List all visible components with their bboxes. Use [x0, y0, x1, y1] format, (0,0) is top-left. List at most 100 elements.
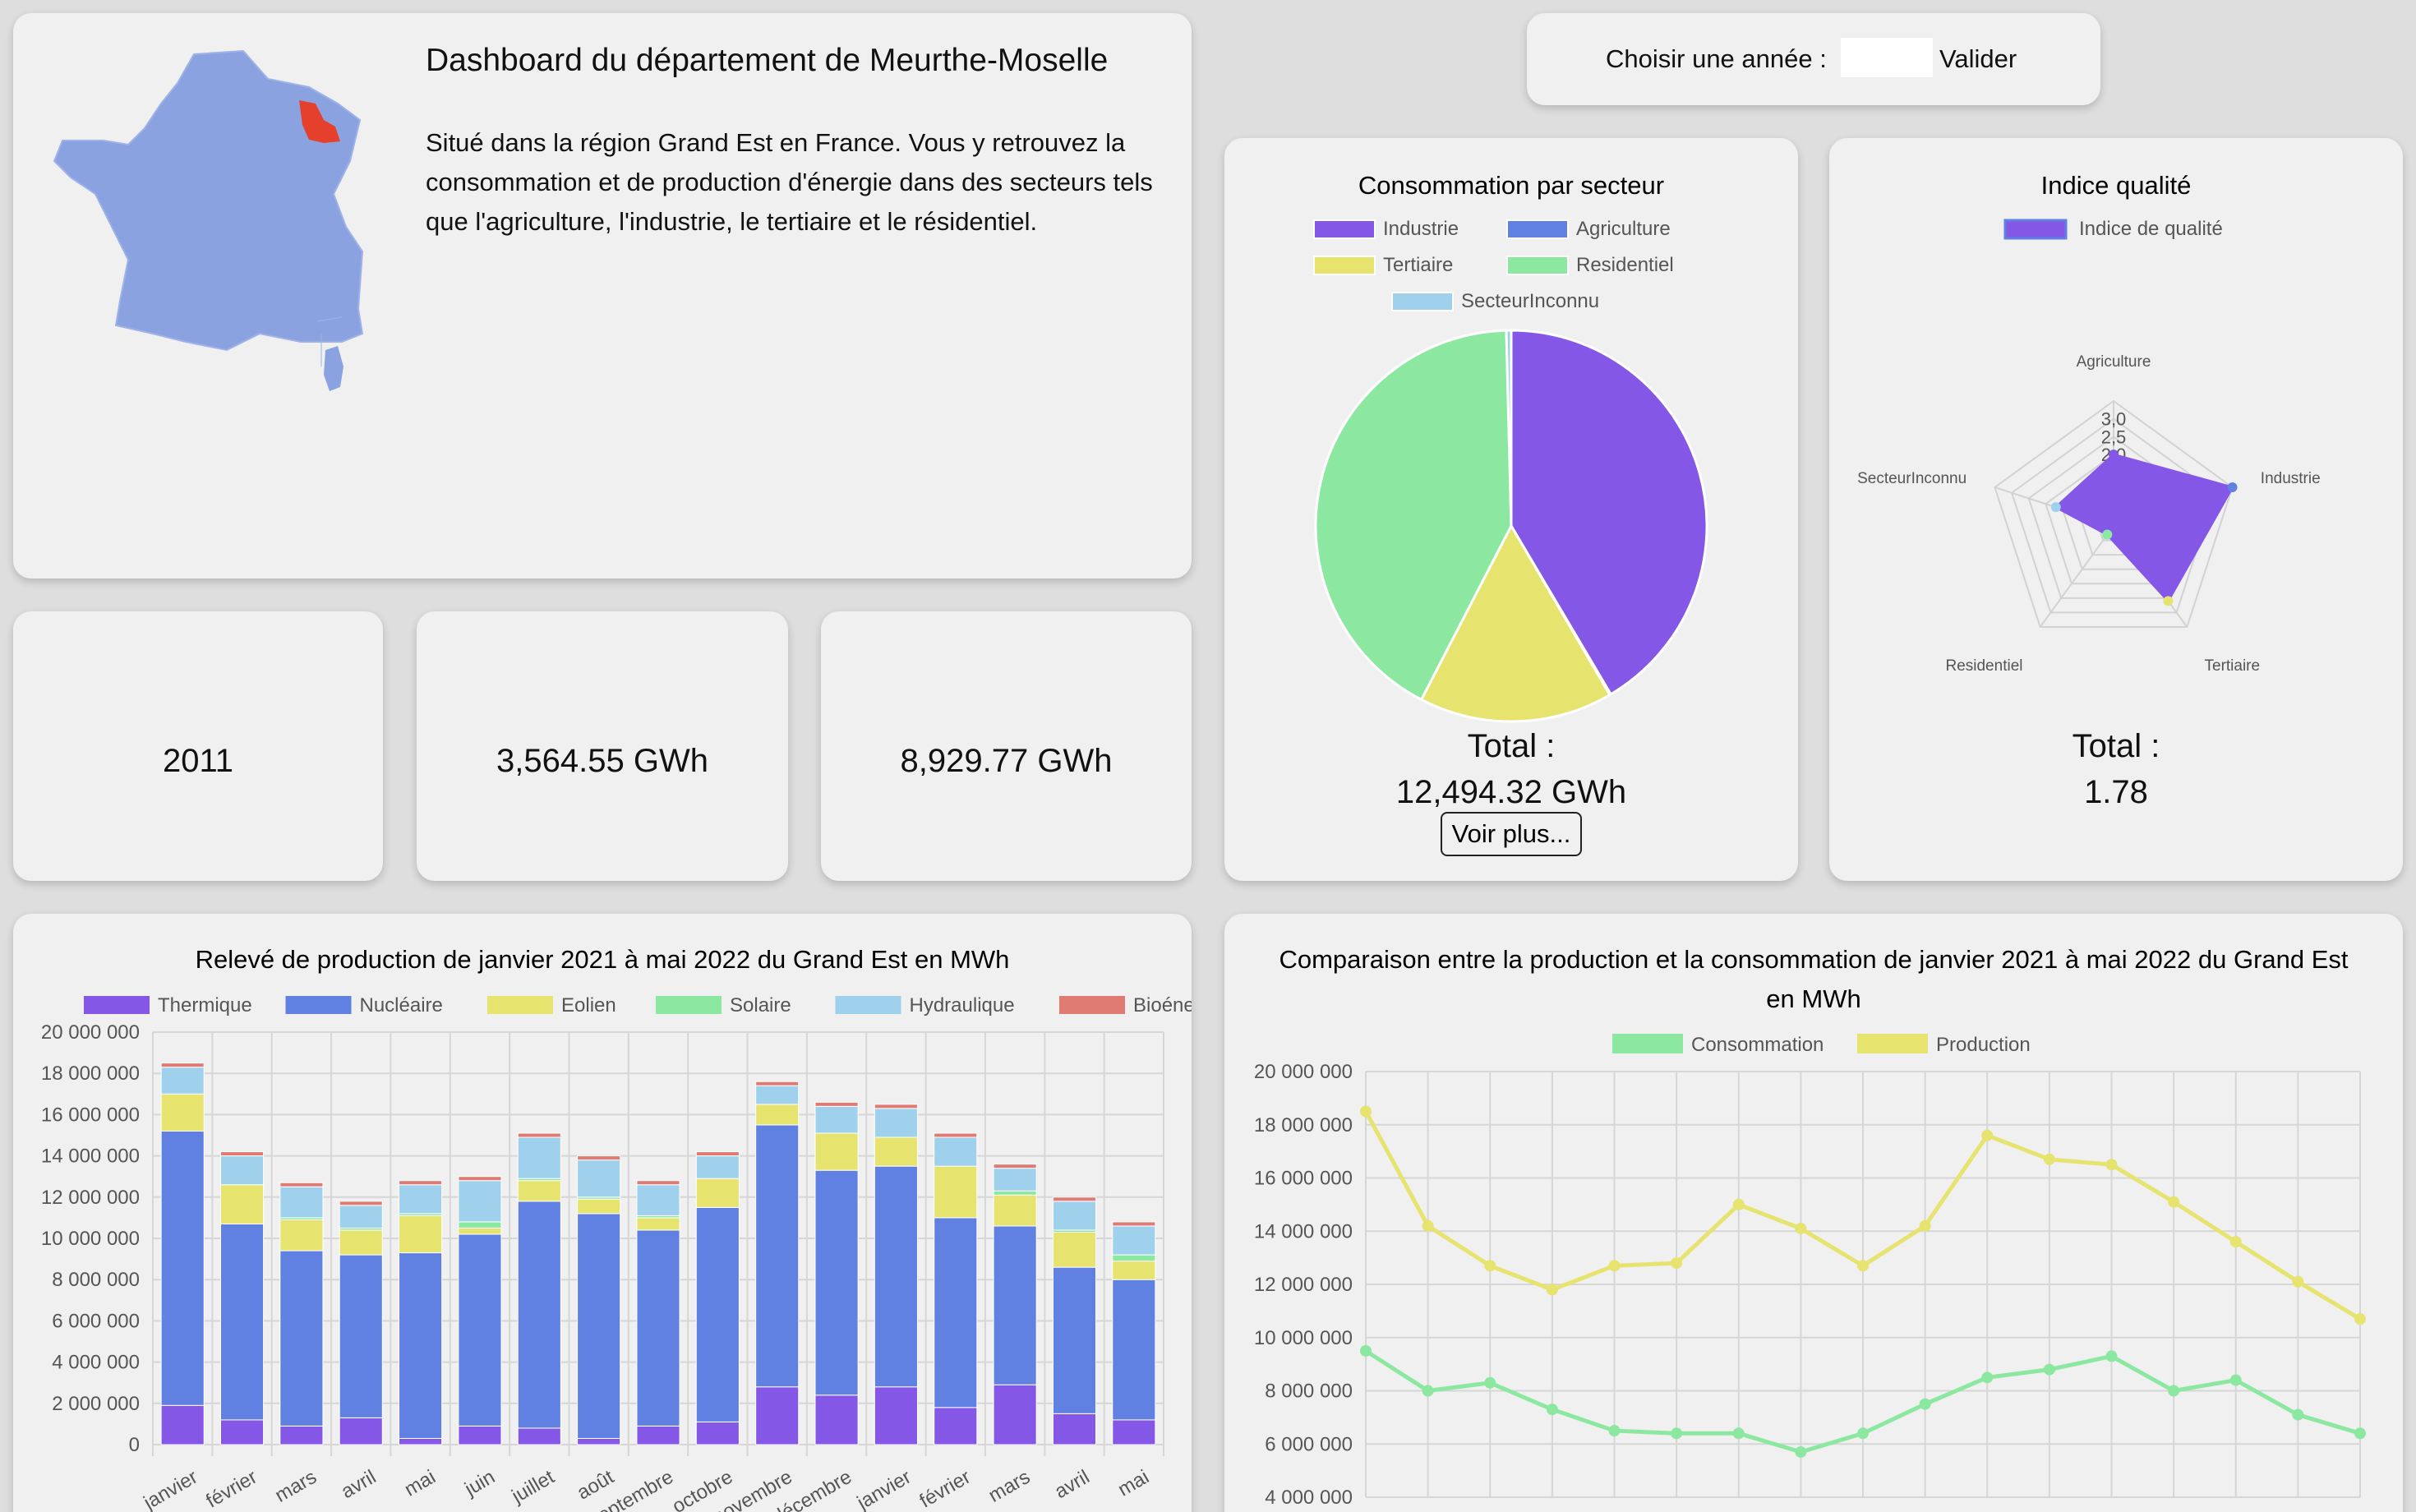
quality-radar-chart: Indice qualité Indice de qualité Agricultu…	[1857, 171, 2321, 675]
bar-segment-nucléaire	[874, 1165, 918, 1388]
year-input[interactable]	[1841, 38, 1933, 77]
bar-segment-bioénergies	[339, 1201, 383, 1206]
bar-y-tick-label: 16 000 000	[41, 1104, 140, 1126]
line-y-tick-label: 4 000 000	[1265, 1487, 1353, 1509]
radar-tick-label: 2,5	[2101, 426, 2127, 447]
line-point-consommation	[1608, 1425, 1621, 1437]
bar-x-tick-label: juillet	[508, 1466, 559, 1508]
corsica-shape	[324, 346, 343, 391]
bar-segment-eolien	[279, 1219, 324, 1252]
bar-segment-nucléaire	[219, 1223, 265, 1421]
bar-segment-eolien	[399, 1215, 443, 1254]
pie-slice-tertiaire	[1419, 523, 1611, 723]
bar-segment-hydraulique	[934, 1136, 978, 1167]
line-point-production	[1732, 1198, 1745, 1210]
bar-segment-bioénergies	[934, 1132, 978, 1138]
radar-spoke	[2039, 525, 2114, 628]
bar-segment-bioénergies	[636, 1180, 680, 1186]
line-point-consommation	[1422, 1385, 1434, 1397]
line-y-tick-label: 14 000 000	[1254, 1220, 1353, 1242]
bar-segment-thermique	[695, 1421, 740, 1445]
bar-segment-thermique	[993, 1384, 1037, 1445]
line-y-tick-label: 8 000 000	[1265, 1381, 1353, 1403]
bar-segment-hydraulique	[577, 1159, 621, 1198]
bar-segment-thermique	[755, 1386, 800, 1445]
radar-point	[2102, 529, 2113, 540]
bar-legend-label: Bioénergies	[1133, 994, 1192, 1016]
bar-segment-nucléaire	[517, 1201, 561, 1429]
bar-segment-thermique	[577, 1437, 621, 1445]
line-point-consommation	[1732, 1427, 1745, 1440]
line-point-production	[1981, 1129, 1994, 1141]
bar-y-tick-label: 0	[129, 1434, 140, 1456]
bar-x-tick-label: avril	[1051, 1466, 1094, 1503]
line-point-production	[2043, 1153, 2055, 1165]
consumption-total-label: Total :	[1467, 728, 1556, 764]
bar-segment-eolien	[1112, 1261, 1156, 1280]
comparison-line-chart: Comparaison entre la production et la co…	[1254, 945, 2366, 1509]
bar-segment-nucléaire	[636, 1229, 680, 1427]
bar-segment-bioénergies	[993, 1164, 1037, 1169]
bar-segment-nucléaire	[160, 1130, 205, 1406]
bar-segment-thermique	[814, 1394, 859, 1445]
line-point-consommation	[1484, 1376, 1496, 1389]
line-point-consommation	[1360, 1344, 1372, 1357]
bar-segment-nucléaire	[279, 1250, 324, 1427]
line-legend-swatch	[1857, 1034, 1928, 1053]
bar-segment-eolien	[695, 1178, 740, 1208]
pie-legend-swatch	[1391, 292, 1454, 311]
bar-segment-thermique	[160, 1404, 205, 1445]
line-title-line2: en MWh	[1766, 984, 1860, 1013]
france-map-shape	[53, 49, 364, 352]
bar-y-tick-label: 4 000 000	[52, 1352, 140, 1374]
bar-x-tick-label: janvier	[853, 1466, 915, 1512]
bar-segment-nucléaire	[458, 1233, 502, 1427]
bar-y-tick-label: 18 000 000	[41, 1063, 140, 1085]
bar-segment-hydraulique	[1112, 1225, 1156, 1256]
line-legend-label: Production	[1936, 1034, 2031, 1056]
radar-legend-swatch	[2003, 219, 2068, 240]
bar-segment-bioénergies	[458, 1176, 502, 1182]
line-point-production	[2105, 1159, 2118, 1171]
line-point-consommation	[1857, 1427, 1869, 1440]
line-y-tick-label: 10 000 000	[1254, 1327, 1353, 1349]
line-point-production	[1857, 1260, 1869, 1272]
see-more-button[interactable]: Voir plus...	[1441, 812, 1582, 856]
line-legend-label: Consommation	[1691, 1034, 1824, 1056]
line-point-consommation	[1546, 1404, 1558, 1416]
bar-segment-eolien	[755, 1104, 800, 1126]
bar-x-tick-label: avril	[338, 1466, 380, 1503]
pie-legend-label: Tertiaire	[1383, 254, 1453, 276]
line-y-tick-label: 16 000 000	[1254, 1168, 1353, 1190]
line-point-production	[1360, 1105, 1372, 1118]
bar-segment-nucléaire	[814, 1169, 859, 1396]
bar-segment-hydraulique	[636, 1184, 680, 1216]
bar-segment-bioénergies	[874, 1104, 918, 1109]
line-y-tick-label: 18 000 000	[1254, 1114, 1353, 1136]
bar-segment-thermique	[458, 1425, 502, 1445]
bar-segment-eolien	[577, 1198, 621, 1215]
bar-segment-hydraulique	[279, 1186, 324, 1219]
bar-legend-label: Eolien	[561, 994, 616, 1016]
bar-legend-label: Hydraulique	[910, 994, 1015, 1016]
bar-segment-hydraulique	[1052, 1201, 1097, 1231]
pie-legend-label: Residentiel	[1576, 254, 1674, 276]
bar-segment-nucléaire	[339, 1254, 383, 1418]
bar-x-tick-label: mars	[984, 1466, 1034, 1507]
radar-grid-ring	[1994, 399, 2234, 628]
line-point-production	[1546, 1284, 1558, 1296]
bar-segment-hydraulique	[993, 1168, 1037, 1192]
quality-total-value: 1.78	[2084, 774, 2148, 810]
bar-x-tick-label: janvier	[140, 1466, 202, 1512]
bar-segment-bioénergies	[577, 1155, 621, 1161]
bar-segment-thermique	[934, 1407, 978, 1445]
line-y-tick-label: 20 000 000	[1254, 1061, 1353, 1083]
line-point-consommation	[2354, 1427, 2366, 1440]
pie-legend-label: Industrie	[1383, 218, 1459, 240]
radar-point	[2050, 502, 2061, 513]
bar-y-tick-label: 20 000 000	[41, 1021, 140, 1044]
bar-segment-nucléaire	[755, 1124, 800, 1388]
year-submit-button[interactable]: Valider	[1939, 44, 2017, 73]
production-bar-chart: Relevé de production de janvier 2021 à m…	[41, 945, 1192, 1512]
bar-segment-eolien	[219, 1184, 265, 1224]
